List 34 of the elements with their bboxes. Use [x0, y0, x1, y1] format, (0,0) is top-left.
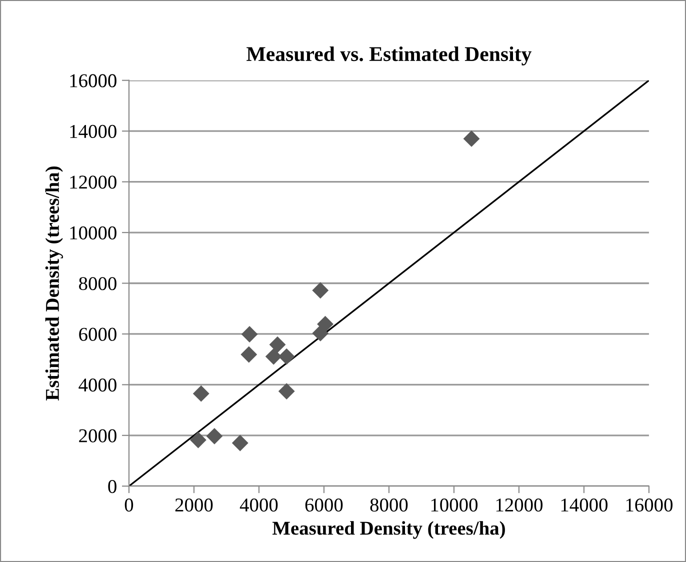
chart-title: Measured vs. Estimated Density	[246, 46, 532, 66]
y-tick-label: 2000	[79, 429, 116, 442]
x-tick-label: 4000	[240, 498, 278, 512]
point	[190, 432, 206, 448]
y-tick-label: 8000	[79, 277, 116, 290]
point	[232, 434, 248, 452]
point	[269, 336, 286, 353]
x-tick-label: 16000	[626, 498, 673, 512]
point	[206, 428, 223, 444]
x-tick-label: 8000	[370, 498, 408, 512]
x-axis-title: Measured Density (trees/ha)	[272, 521, 505, 539]
point	[463, 130, 480, 147]
y-tick-label: 16000	[70, 74, 116, 88]
point	[278, 348, 295, 365]
x-tick-label: 10000	[431, 498, 478, 512]
point	[265, 348, 282, 365]
point	[192, 385, 210, 402]
x-tick-label: 6000	[305, 498, 343, 512]
point	[240, 346, 258, 363]
y-tick-label: 12000	[70, 176, 116, 189]
y-axis-title: Estimated Density (trees/ha)	[45, 166, 63, 400]
point	[312, 324, 329, 342]
point	[312, 282, 329, 299]
y-tick-label: 14000	[70, 124, 116, 138]
y-tick-label: 4000	[78, 378, 116, 392]
x-tick-label: 12000	[496, 498, 543, 512]
point	[241, 326, 258, 342]
y-tick-label: 6000	[79, 328, 116, 341]
y-tick-label: 0	[108, 480, 116, 494]
x-tick-label: 14000	[561, 498, 608, 512]
point	[278, 383, 295, 400]
y-tick-label: 10000	[70, 226, 116, 240]
x-tick-label: 0	[124, 498, 134, 512]
x-tick-label: 2000	[175, 498, 213, 512]
